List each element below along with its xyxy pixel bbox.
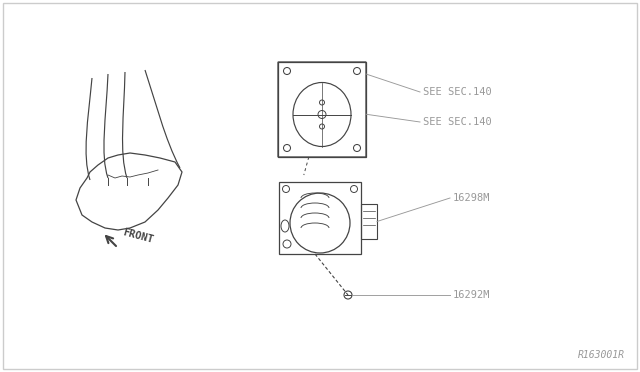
Text: 16292M: 16292M <box>453 290 490 300</box>
Text: 16298M: 16298M <box>453 193 490 203</box>
Text: SEE SEC.140: SEE SEC.140 <box>423 87 492 97</box>
Bar <box>278 62 366 157</box>
Text: FRONT: FRONT <box>122 227 155 245</box>
Text: SEE SEC.140: SEE SEC.140 <box>423 117 492 127</box>
Bar <box>361 204 377 239</box>
Text: R163001R: R163001R <box>578 350 625 360</box>
Bar <box>279 182 361 254</box>
